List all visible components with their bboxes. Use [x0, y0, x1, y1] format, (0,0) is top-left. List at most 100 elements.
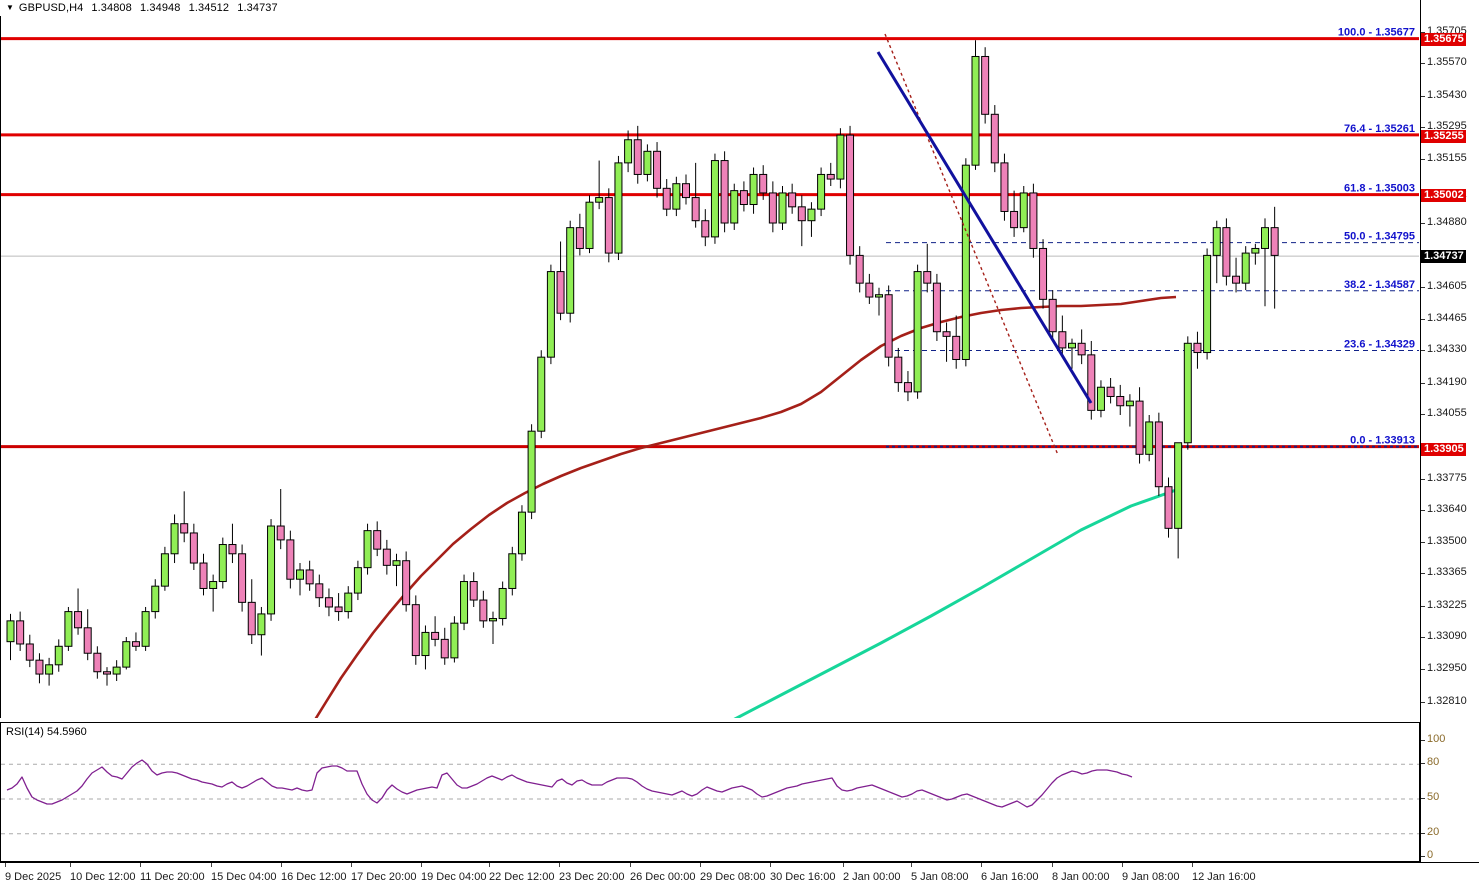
candle-body-bull	[1019, 192, 1028, 229]
candle-body-bear	[691, 197, 700, 222]
candle-body-bear	[1193, 342, 1202, 354]
rsi-indicator-pane[interactable]: RSI(14) 54.5960	[0, 722, 1420, 862]
moving-average-red	[314, 295, 1177, 718]
rsi-tickmark	[1421, 763, 1425, 765]
candle-body-bull	[875, 294, 883, 298]
candle-body-bull	[1096, 386, 1105, 411]
candle-body-bear	[382, 548, 391, 566]
resistance-tag-2: 1.35255	[1421, 130, 1466, 144]
time-tick-label: 9 Jan 08:00	[1122, 871, 1180, 883]
time-tick-label: 22 Dec 12:00	[489, 871, 555, 883]
candle-body-bear	[865, 282, 874, 298]
candle-body-bear	[1135, 400, 1144, 455]
candle-body-bull	[1145, 421, 1154, 455]
ohlc-readout: 1.34808 1.34948 1.34512 1.34737	[91, 2, 282, 14]
candle-body-bull	[643, 150, 652, 175]
candle-body-bear	[180, 523, 189, 534]
candle-body-bear	[1232, 275, 1241, 284]
candle-body-bull	[421, 631, 430, 657]
candle-body-bull	[537, 356, 546, 432]
price-tick-label: 1.32950	[1427, 662, 1467, 675]
time-tickmark	[1122, 863, 1123, 867]
candle-body-bull	[1125, 400, 1134, 407]
candle-body-bear	[1270, 227, 1279, 256]
time-tick-label: 12 Jan 16:00	[1192, 871, 1256, 883]
candle-body-bear	[286, 539, 295, 580]
candle-body-bull	[6, 620, 15, 643]
candle-body-bear	[324, 597, 333, 608]
candle-body-bear	[402, 560, 411, 606]
candle-body-bear	[1164, 486, 1173, 529]
time-axis[interactable]: 9 Dec 2025 10 Dec 12:00 11 Dec 20:00 15 Dec…	[0, 862, 1479, 888]
candle-body-bear	[701, 220, 710, 238]
price-tick-label: 1.35295	[1427, 120, 1467, 133]
moving-average-teal	[733, 487, 1180, 718]
candle-body-bull	[296, 569, 304, 580]
price-tickmark	[1421, 319, 1425, 320]
time-tickmark	[770, 863, 771, 867]
fib-label-76.4: 76.4 - 1.35261	[1344, 123, 1415, 135]
candle-body-bull	[913, 271, 922, 393]
candle-body-bull	[614, 162, 623, 254]
price-tick-label: 1.34880	[1427, 216, 1467, 228]
candle-body-bull	[218, 544, 227, 583]
candle-body-bull	[392, 560, 401, 566]
candle-body-bull	[45, 664, 54, 675]
price-tick-label: 1.33225	[1427, 598, 1467, 611]
time-tick-label: 29 Dec 08:00	[700, 871, 766, 883]
support-tag: 1.33905	[1421, 442, 1466, 456]
rsi-tick-label: 100	[1427, 733, 1446, 745]
candle-body-bear	[884, 294, 893, 358]
candle-body-bear	[1116, 395, 1125, 407]
candle-body-bear	[1029, 192, 1038, 249]
triangle-down-icon[interactable]: ▼	[6, 3, 14, 12]
time-tick-label: 8 Jan 00:00	[1052, 871, 1110, 883]
fib-label-0.0: 0.0 - 1.33913	[1350, 435, 1415, 447]
candle-body-bear	[1039, 247, 1048, 300]
fib-label-23.6: 23.6 - 1.34329	[1344, 338, 1415, 350]
time-tick-label: 6 Jan 16:00	[981, 871, 1039, 883]
candle-body-bear	[768, 192, 777, 224]
candle-body-bull	[363, 530, 372, 569]
candle-body-bear	[1106, 386, 1115, 397]
candle-body-bull	[971, 55, 980, 166]
candle-body-bear	[1048, 298, 1057, 333]
candle-body-bull	[546, 271, 555, 358]
candle-body-bear	[479, 599, 488, 622]
candle-body-bull	[54, 645, 63, 666]
candle-body-bull	[778, 192, 787, 224]
rsi-tick-label: 80	[1427, 756, 1440, 769]
candle-body-bear	[759, 173, 768, 194]
candle-body-bull	[807, 208, 816, 222]
rsi-tick-label: 0	[1427, 849, 1434, 861]
time-tickmark	[211, 863, 212, 867]
candlestick-series	[6, 40, 1279, 686]
price-tickmark	[1421, 669, 1425, 671]
price-tick-label: 1.34190	[1427, 375, 1467, 388]
rsi-line	[6, 759, 1133, 808]
candle-body-bull	[141, 611, 150, 647]
candle-body-bear	[103, 671, 111, 675]
rsi-tickmark	[1421, 740, 1425, 741]
price-tickmark	[1421, 509, 1425, 511]
price-axis[interactable]: 1.357051.355701.354301.352951.351551.350…	[1421, 0, 1479, 888]
price-tick-label: 1.33640	[1427, 502, 1467, 515]
rsi-tickmark	[1421, 798, 1425, 799]
candle-body-bear	[923, 271, 932, 284]
price-chart-pane[interactable]: 100.0 - 1.35677 76.4 - 1.35261 61.8 - 1.35…	[0, 16, 1422, 718]
candle-body-bear	[633, 139, 642, 175]
ohlc-close: 1.34737	[237, 2, 278, 14]
candle-body-bear	[228, 544, 237, 555]
candle-body-bear	[662, 187, 671, 210]
candle-body-bear	[199, 562, 208, 589]
candle-body-bear	[903, 382, 912, 393]
candle-body-bear	[1010, 210, 1019, 229]
time-tick-label: 11 Dec 20:00	[140, 871, 205, 883]
candle-body-bull	[817, 173, 826, 210]
candle-body-bear	[440, 638, 449, 659]
resistance-tag-1: 1.35675	[1421, 33, 1466, 47]
candle-body-bull	[517, 511, 526, 555]
time-tick-label: 26 Dec 00:00	[630, 871, 696, 883]
candle-body-bull	[566, 227, 575, 314]
